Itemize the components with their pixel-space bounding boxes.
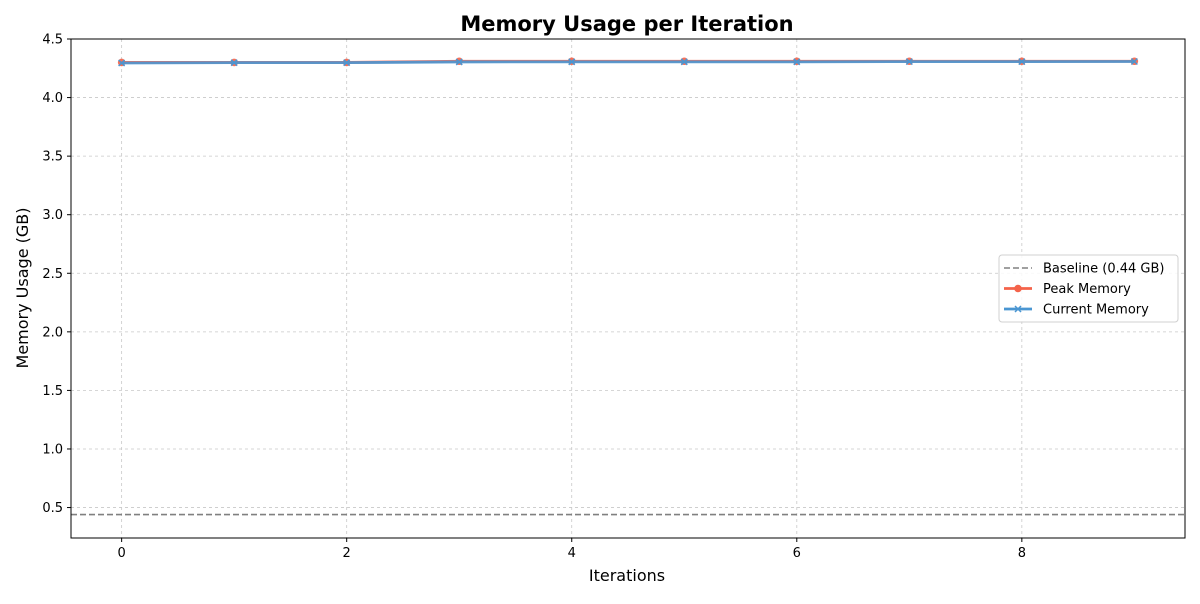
legend-label: Peak Memory — [1043, 282, 1131, 297]
legend-x-marker — [1014, 305, 1022, 313]
legend-circle-marker — [1014, 284, 1022, 293]
x-marker-stroke — [343, 59, 351, 67]
current-memory-point — [343, 59, 351, 67]
legend: Baseline (0.44 GB) Peak Memory Current Mem… — [998, 254, 1179, 323]
x-marker-stroke — [1018, 58, 1026, 66]
legend-box — [998, 254, 1179, 323]
x-tick-label: 2 — [343, 546, 351, 561]
legend-label: Current Memory — [1043, 303, 1149, 318]
x-tick-label: 6 — [793, 546, 801, 561]
x-marker-stroke — [1130, 57, 1138, 66]
y-tick-label: 0.5 — [42, 501, 63, 516]
y-tick-label: 3.0 — [42, 208, 63, 223]
x-tick-label: 4 — [568, 546, 576, 561]
current-memory-point — [230, 59, 238, 67]
y-tick-label: 2.5 — [42, 267, 63, 282]
chart-title: Memory Usage per Iteration — [460, 12, 793, 36]
y-tick-label: 1.5 — [42, 384, 63, 399]
series-layer — [117, 57, 1139, 67]
current-memory-point — [568, 58, 576, 66]
y-tick-label: 2.0 — [42, 325, 63, 340]
y-axis-label: Memory Usage (GB) — [13, 208, 32, 369]
x-marker-stroke — [118, 59, 126, 67]
grid — [71, 38, 1185, 538]
current-memory-point — [1130, 57, 1138, 66]
x-marker-stroke — [455, 58, 463, 66]
x-tick-label: 0 — [117, 546, 125, 561]
x-axis-label: Iterations — [589, 566, 665, 585]
current-memory-point — [455, 58, 463, 66]
x-marker-stroke — [568, 58, 576, 66]
ticks: 0 2 4 6 8 0.5 1.0 1.5 2.0 2.5 3.0 3.5 4.0 4.5 — [42, 33, 1026, 562]
plot-frame — [70, 38, 1186, 539]
current-memory-point — [680, 58, 688, 66]
legend-label: Baseline (0.44 GB) — [1043, 262, 1164, 277]
x-marker-stroke — [905, 58, 913, 66]
current-memory-point — [118, 59, 126, 67]
current-memory-point — [1018, 58, 1026, 66]
current-memory-point — [793, 58, 801, 66]
x-marker-stroke — [230, 59, 238, 67]
y-tick-label: 1.0 — [42, 442, 63, 457]
y-tick-label: 3.5 — [42, 150, 63, 165]
x-marker-stroke — [793, 58, 801, 66]
x-tick-label: 8 — [1018, 546, 1026, 561]
y-tick-label: 4.0 — [42, 91, 63, 106]
y-tick-label: 4.5 — [42, 33, 63, 48]
x-marker-stroke — [680, 58, 688, 66]
current-memory-line — [121, 60, 1135, 65]
current-memory-point — [905, 58, 913, 66]
